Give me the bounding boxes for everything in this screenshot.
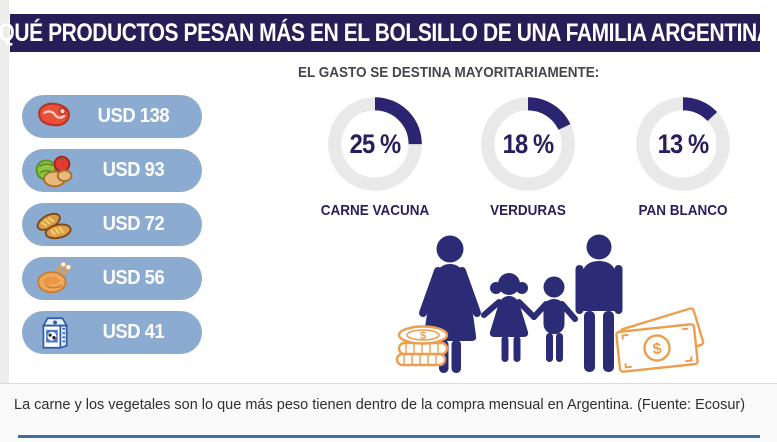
donut-percentage: 13 % — [657, 128, 710, 159]
donut-percentage: 18 % — [502, 128, 555, 159]
bread-icon — [34, 205, 74, 245]
donut-chart — [328, 97, 422, 191]
donut-section-heading: EL GASTO SE DESTINA MAYORITARIAMENTE: — [298, 64, 600, 81]
donut-category-label: CARNE VACUNA — [320, 202, 430, 219]
price-badge-label: USD 93 — [102, 159, 165, 181]
price-badge-bread: USD 72 — [22, 203, 202, 246]
donut-chart — [636, 97, 730, 191]
donut-carne-vacuna: 25 % CARNE VACUNA — [302, 95, 448, 219]
price-badge-vegetables: USD 93 — [22, 149, 202, 192]
donut-category-label: PAN BLANCO — [638, 202, 728, 219]
donut-pan-blanco: 13 % PAN BLANCO — [610, 95, 756, 219]
coins-icon: $ — [395, 325, 449, 367]
caption-area: La carne y los vegetales son lo que más … — [0, 384, 777, 442]
donut-category-label: VERDURAS — [490, 202, 566, 219]
price-badge-milk: USD 41 — [22, 311, 202, 354]
vegetables-icon — [34, 151, 74, 191]
price-badge-label: USD 72 — [102, 213, 165, 235]
donut-percentage: 25 % — [349, 128, 402, 159]
svg-text:$: $ — [652, 341, 663, 359]
page-left-margin — [0, 0, 9, 384]
donut-chart — [481, 97, 575, 191]
money-bills-icon: $ — [615, 307, 705, 373]
price-badge-label: USD 56 — [102, 267, 165, 289]
price-badge-label: USD 138 — [97, 105, 170, 127]
price-badge-label: USD 41 — [102, 321, 165, 343]
donut-verduras: 18 % VERDURAS — [455, 95, 601, 219]
price-badge-chicken: USD 56 — [22, 257, 202, 300]
page-title: ¿QUÉ PRODUCTOS PESAN MÁS EN EL BOLSILLO … — [0, 18, 777, 47]
chicken-icon — [34, 259, 74, 299]
family-silhouettes — [419, 234, 623, 373]
section-divider — [0, 383, 777, 384]
image-caption: La carne y los vegetales son lo que más … — [14, 397, 746, 413]
bottom-rule — [18, 435, 760, 438]
milk-icon — [34, 313, 74, 353]
price-badge-meat: USD 138 — [22, 95, 202, 138]
svg-text:$: $ — [420, 330, 426, 342]
infographic-title-bar: ¿QUÉ PRODUCTOS PESAN MÁS EN EL BOLSILLO … — [0, 14, 777, 52]
family-illustration: $ $ — [395, 234, 705, 373]
steak-icon — [34, 97, 74, 137]
